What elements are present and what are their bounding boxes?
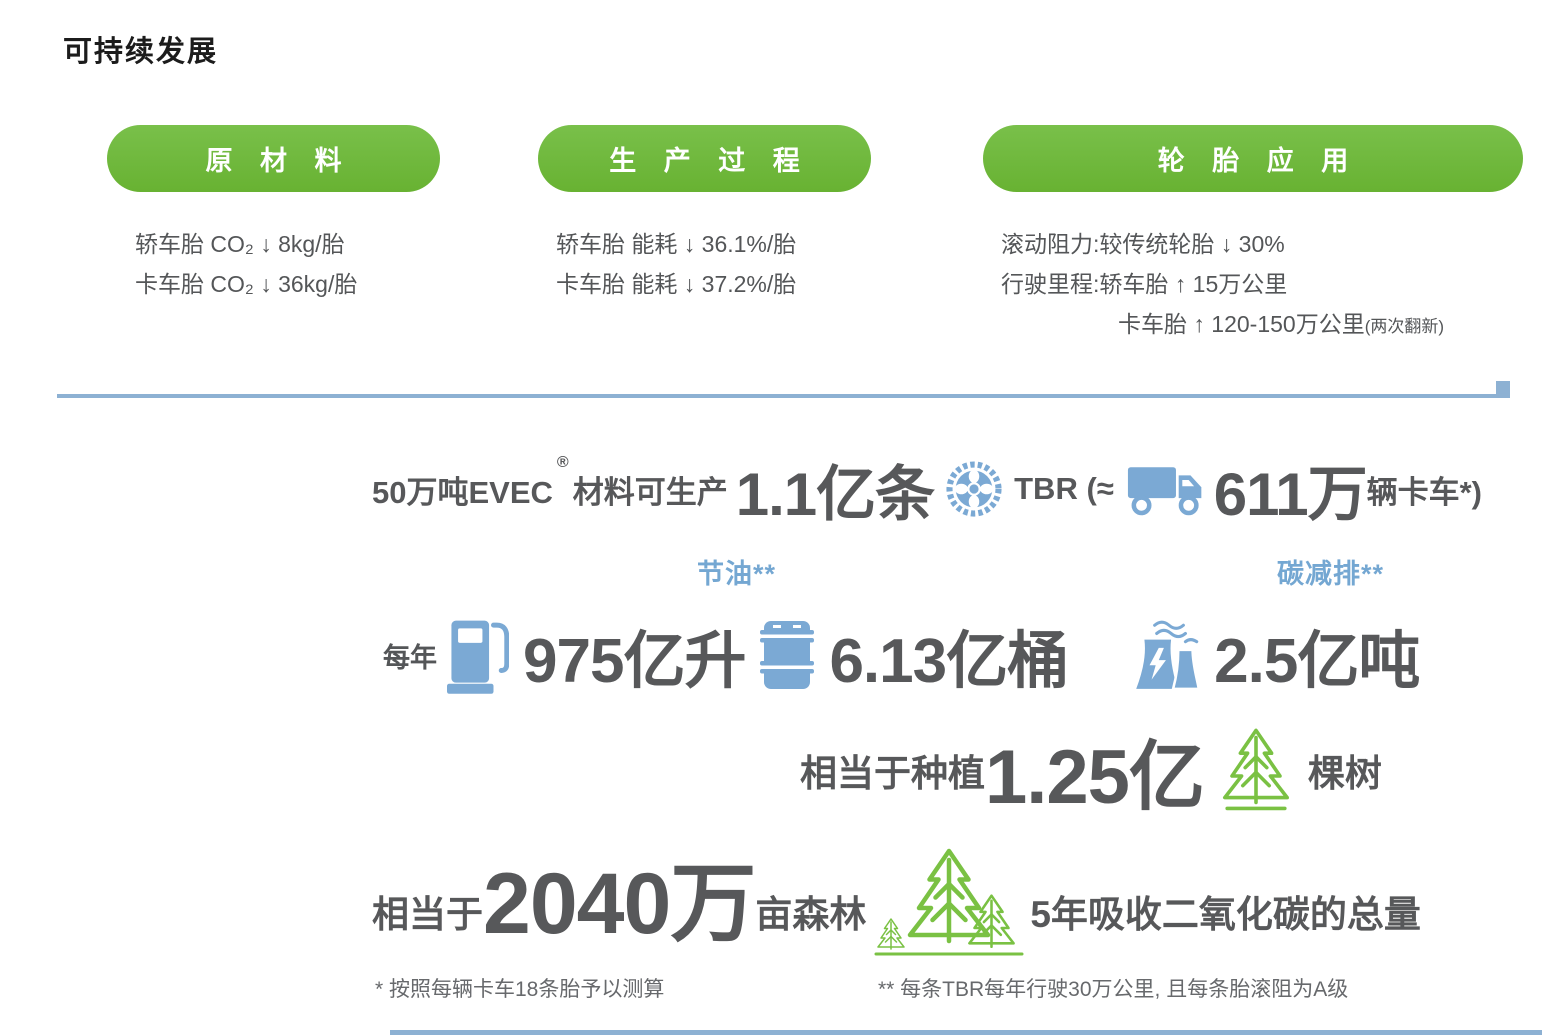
- fuel-liters-value: 975亿升: [523, 627, 746, 696]
- trees-prefix: 相当于种植: [800, 753, 985, 794]
- pillar-line: 轿车胎 能耗 ↓ 36.1%/胎: [556, 231, 797, 257]
- section-divider: [57, 381, 1510, 398]
- footnote-tbr-mileage: ** 每条TBR每年行驶30万公里, 且每条胎滚阻为A级: [878, 978, 1349, 1001]
- pillar-header-production: 生 产 过 程: [538, 125, 871, 192]
- carbon-reduction-label: 碳减排**: [1277, 559, 1385, 589]
- headline-tbr: TBR (≈: [1014, 471, 1114, 506]
- divider-end-square: [1496, 381, 1510, 398]
- pillar-line: 卡车胎 能耗 ↓ 37.2%/胎: [556, 271, 797, 297]
- headline: 50万吨EVEC ® 材料可生产 1.1亿条 TBR (≈ 611万 辆卡车*): [372, 448, 1482, 530]
- pillar-raw-materials: 原 材 料 轿车胎 CO₂ ↓ 8kg/胎 卡车胎 CO₂ ↓ 36kg/胎: [107, 125, 440, 304]
- tire-icon: [946, 461, 1002, 517]
- forest-suffix: 5年吸收二氧化碳的总量: [1030, 894, 1421, 935]
- trees-suffix: 棵树: [1307, 753, 1382, 794]
- fuel-pump-icon: [447, 620, 509, 694]
- carbon-reduction-value: 2.5亿吨: [1214, 627, 1420, 696]
- stats-row: 每年 975亿升 6.13亿桶 2.5亿吨: [383, 603, 1420, 707]
- truck-count-value: 611万: [1213, 460, 1368, 528]
- bottom-accent-bar: [390, 1030, 1542, 1035]
- power-plant-icon: [1136, 620, 1201, 691]
- page-title: 可持续发展: [63, 36, 219, 68]
- annual-label: 每年: [383, 642, 437, 673]
- forest-trees-icon: [874, 842, 1024, 956]
- pillar-header-raw-materials: 原 材 料: [107, 125, 440, 192]
- pillar-production: 生 产 过 程 轿车胎 能耗 ↓ 36.1%/胎 卡车胎 能耗 ↓ 37.2%/…: [538, 125, 871, 304]
- pillar-header-tire-application: 轮 胎 应 用: [983, 125, 1523, 192]
- tbr-count-value: 1.1亿条: [735, 460, 935, 528]
- pillar-production-body: 轿车胎 能耗 ↓ 36.1%/胎 卡车胎 能耗 ↓ 37.2%/胎: [556, 224, 871, 304]
- forest-equivalence: 相当于 2040万 亩森林 5年吸收二氧化碳的总量: [372, 836, 1421, 960]
- forest-prefix: 相当于: [372, 894, 483, 935]
- fuel-barrels-value: 6.13亿桶: [829, 627, 1069, 696]
- footnote-truck-tires: * 按照每辆卡车18条胎予以测算: [375, 978, 665, 1001]
- pillar-tire-application: 轮 胎 应 用 滚动阻力:较传统轮胎 ↓ 30% 行驶里程:轿车胎 ↑ 15万公…: [983, 125, 1523, 347]
- pillar-header-label: 原 材 料: [205, 146, 352, 176]
- forest-mid: 亩森林: [755, 894, 867, 935]
- registered-mark: ®: [556, 454, 569, 471]
- pine-tree-icon: [1222, 728, 1289, 811]
- oil-barrel-icon: [760, 621, 815, 689]
- pillar-line: 行驶里程:轿车胎 ↑ 15万公里: [1001, 271, 1288, 297]
- pillar-header-label: 生 产 过 程: [609, 146, 810, 176]
- trees-equivalence: 相当于种植 1.25亿 棵树: [800, 720, 1382, 820]
- forest-value: 2040万: [483, 856, 756, 952]
- retread-note: (两次翻新): [1364, 317, 1445, 336]
- fuel-saving-label: 节油**: [697, 559, 777, 589]
- headline-suffix: 辆卡车*): [1366, 474, 1482, 510]
- pillar-line: 滚动阻力:较传统轮胎 ↓ 30%: [1001, 231, 1285, 257]
- pillar-header-label: 轮 胎 应 用: [1157, 146, 1359, 176]
- pillar-line: 卡车胎 ↑ 120-150万公里(两次翻新): [1118, 311, 1445, 337]
- pillar-raw-materials-body: 轿车胎 CO₂ ↓ 8kg/胎 卡车胎 CO₂ ↓ 36kg/胎: [135, 224, 440, 304]
- pillar-line: 卡车胎 CO₂ ↓ 36kg/胎: [135, 271, 358, 297]
- pillar-tire-application-body: 滚动阻力:较传统轮胎 ↓ 30% 行驶里程:轿车胎 ↑ 15万公里 卡车胎 ↑ …: [1001, 224, 1523, 347]
- trees-value: 1.25亿: [985, 735, 1205, 820]
- pillar-line: 轿车胎 CO₂ ↓ 8kg/胎: [135, 231, 345, 257]
- headline-prefix2: 材料可生产: [572, 474, 728, 510]
- headline-prefix: 50万吨EVEC: [372, 474, 553, 510]
- truck-icon: [1127, 467, 1202, 516]
